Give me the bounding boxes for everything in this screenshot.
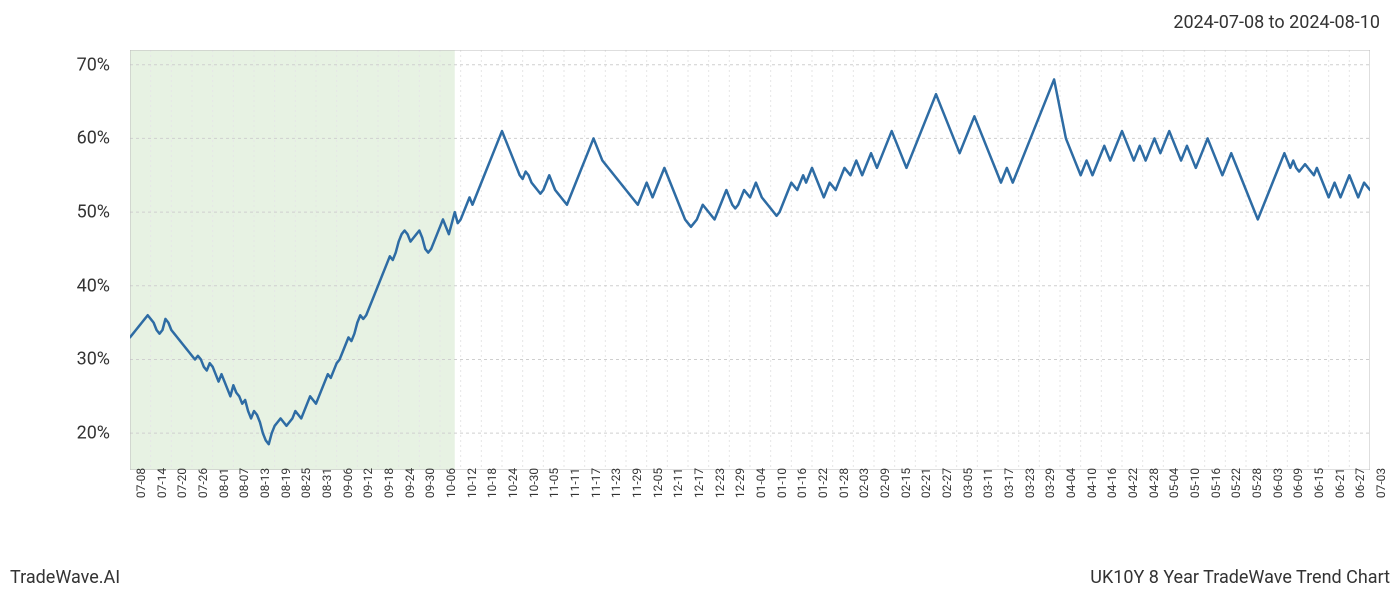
x-tick-label: 09-12	[361, 468, 375, 498]
x-tick-label: 02-27	[940, 468, 954, 498]
x-tick-label: 08-01	[217, 468, 231, 498]
x-tick-label: 07-26	[196, 468, 210, 498]
y-tick-label: 50%	[77, 202, 110, 223]
line-chart-svg	[130, 50, 1370, 470]
brand-label: TradeWave.AI	[10, 567, 120, 588]
date-range-label: 2024-07-08 to 2024-08-10	[1173, 12, 1380, 33]
x-tick-label: 11-23	[609, 468, 623, 498]
x-tick-label: 12-17	[692, 468, 706, 498]
x-tick-label: 10-24	[506, 468, 520, 498]
y-tick-label: 70%	[77, 54, 110, 75]
x-tick-label: 12-05	[651, 468, 665, 498]
x-tick-label: 08-19	[279, 468, 293, 498]
x-tick-label: 11-11	[568, 468, 582, 498]
y-tick-label: 30%	[77, 349, 110, 370]
x-tick-label: 10-12	[465, 468, 479, 498]
y-tick-label: 60%	[77, 128, 110, 149]
y-axis: 20% 30% 40% 50% 60% 70%	[0, 50, 120, 470]
x-tick-label: 09-18	[382, 468, 396, 498]
x-tick-label: 04-16	[1105, 468, 1119, 498]
x-tick-label: 07-20	[175, 468, 189, 498]
x-tick-label: 09-06	[341, 468, 355, 498]
x-tick-label: 08-31	[320, 468, 334, 498]
x-axis: 07-0807-1407-2007-2608-0108-0708-1308-19…	[130, 475, 1370, 555]
x-tick-label: 03-11	[981, 468, 995, 498]
x-tick-label: 01-10	[775, 468, 789, 498]
x-tick-label: 07-14	[155, 468, 169, 498]
x-tick-label: 01-22	[816, 468, 830, 498]
x-tick-label: 12-23	[713, 468, 727, 498]
x-tick-label: 07-03	[1374, 468, 1388, 498]
chart-container: 2024-07-08 to 2024-08-10 20% 30% 40% 50% 60%…	[0, 0, 1400, 600]
x-tick-label: 10-06	[444, 468, 458, 498]
x-tick-label: 06-27	[1353, 468, 1367, 498]
x-tick-label: 05-10	[1188, 468, 1202, 498]
x-tick-label: 02-15	[899, 468, 913, 498]
x-tick-label: 02-03	[857, 468, 871, 498]
y-tick-label: 20%	[77, 423, 110, 444]
x-tick-label: 11-05	[547, 468, 561, 498]
y-tick-label: 40%	[77, 275, 110, 296]
x-tick-label: 09-30	[423, 468, 437, 498]
x-tick-label: 02-21	[919, 468, 933, 498]
x-tick-label: 01-28	[837, 468, 851, 498]
x-tick-label: 05-22	[1229, 468, 1243, 498]
x-tick-label: 11-17	[589, 468, 603, 498]
chart-title: UK10Y 8 Year TradeWave Trend Chart	[1090, 567, 1390, 588]
x-tick-label: 03-05	[961, 468, 975, 498]
x-tick-label: 04-10	[1085, 468, 1099, 498]
x-tick-label: 08-25	[299, 468, 313, 498]
x-tick-label: 05-16	[1209, 468, 1223, 498]
x-tick-label: 01-04	[754, 468, 768, 498]
x-tick-label: 06-15	[1312, 468, 1326, 498]
x-tick-label: 11-29	[630, 468, 644, 498]
x-tick-label: 12-29	[733, 468, 747, 498]
x-tick-label: 10-18	[485, 468, 499, 498]
x-tick-label: 05-28	[1250, 468, 1264, 498]
x-tick-label: 06-03	[1271, 468, 1285, 498]
x-tick-label: 06-09	[1291, 468, 1305, 498]
x-tick-label: 03-23	[1023, 468, 1037, 498]
x-tick-label: 09-24	[403, 468, 417, 498]
x-tick-label: 06-21	[1333, 468, 1347, 498]
x-tick-label: 05-04	[1167, 468, 1181, 498]
x-tick-label: 08-13	[258, 468, 272, 498]
x-tick-label: 07-08	[134, 468, 148, 498]
x-tick-label: 08-07	[237, 468, 251, 498]
x-tick-label: 02-09	[878, 468, 892, 498]
x-tick-label: 04-22	[1126, 468, 1140, 498]
x-tick-label: 03-29	[1043, 468, 1057, 498]
x-tick-label: 03-17	[1002, 468, 1016, 498]
x-tick-label: 04-04	[1064, 468, 1078, 498]
x-tick-label: 01-16	[795, 468, 809, 498]
x-tick-label: 04-28	[1147, 468, 1161, 498]
plot-area	[130, 50, 1370, 470]
x-tick-label: 10-30	[527, 468, 541, 498]
x-tick-label: 12-11	[671, 468, 685, 498]
